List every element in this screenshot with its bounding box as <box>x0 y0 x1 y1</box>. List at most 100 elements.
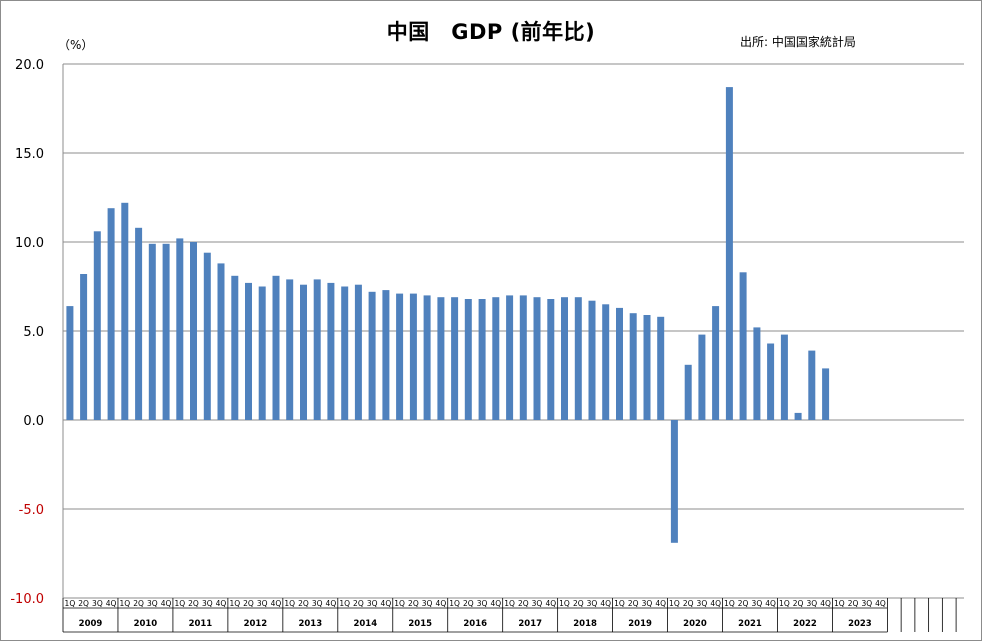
x-tick-label: 1Q <box>504 599 515 608</box>
x-tick-label: 2Q <box>78 599 89 608</box>
x-tick-label: 4Q <box>326 599 337 608</box>
bar <box>794 412 802 420</box>
bar <box>753 327 761 420</box>
x-tick-label: 3Q <box>806 599 817 608</box>
bar <box>533 297 541 420</box>
x-tick-label: 4Q <box>271 599 282 608</box>
bar <box>574 297 582 420</box>
bar <box>382 290 390 420</box>
y-tick-label: 15.0 <box>15 147 44 162</box>
x-tick-label: 3Q <box>422 599 433 608</box>
bar <box>492 297 500 420</box>
x-tick-label: 4Q <box>161 599 172 608</box>
bar <box>698 334 706 420</box>
bar <box>561 297 568 420</box>
bar <box>602 304 610 420</box>
year-label: 2010 <box>134 619 158 629</box>
year-label: 2015 <box>408 619 432 629</box>
y-axis-unit: （%） <box>58 38 94 52</box>
year-label: 2019 <box>628 619 652 629</box>
bar <box>478 299 486 420</box>
x-tick-label: 3Q <box>697 599 708 608</box>
bar <box>313 279 321 420</box>
bar <box>396 293 404 420</box>
year-label: 2012 <box>244 619 268 629</box>
bar <box>822 368 830 420</box>
x-tick-label: 4Q <box>710 599 721 608</box>
x-tick-label: 2Q <box>518 599 529 608</box>
y-tick-label: 0.0 <box>23 414 44 429</box>
x-tick-label: 3Q <box>477 599 488 608</box>
x-tick-label: 1Q <box>339 599 350 608</box>
bar <box>121 202 129 420</box>
x-tick-label: 1Q <box>834 599 845 608</box>
x-tick-label: 4Q <box>436 599 447 608</box>
bar <box>464 299 472 420</box>
x-tick-label: 2Q <box>353 599 364 608</box>
bar <box>327 282 335 420</box>
bar <box>657 316 665 420</box>
x-tick-label: 2Q <box>793 599 804 608</box>
bar <box>588 300 596 420</box>
x-tick-label: 1Q <box>394 599 405 608</box>
y-tick-label: 5.0 <box>23 325 44 340</box>
bar <box>231 275 239 420</box>
y-tick-label: 20.0 <box>15 58 44 73</box>
year-label: 2009 <box>79 619 103 629</box>
bar <box>245 282 252 420</box>
bar <box>107 208 115 420</box>
year-label: 2020 <box>683 619 707 629</box>
bar <box>423 295 431 420</box>
bar <box>409 293 417 420</box>
bar <box>725 87 733 420</box>
year-label: 2017 <box>518 619 542 629</box>
bar <box>670 420 678 543</box>
x-tick-label: 3Q <box>752 599 763 608</box>
x-tick-label: 1Q <box>669 599 680 608</box>
bar <box>629 313 637 420</box>
bar <box>341 286 349 420</box>
bar <box>176 238 184 420</box>
x-tick-label: 3Q <box>147 599 158 608</box>
x-tick-label: 3Q <box>587 599 598 608</box>
x-tick-label: 2Q <box>848 599 859 608</box>
x-tick-label: 4Q <box>106 599 117 608</box>
bar <box>354 284 362 420</box>
y-tick-label: -10.0 <box>10 592 44 607</box>
bar <box>712 306 720 420</box>
bar <box>148 243 156 420</box>
x-tick-label: 2Q <box>243 599 254 608</box>
bar <box>203 252 211 420</box>
year-label: 2011 <box>189 619 213 629</box>
x-tick-label: 1Q <box>724 599 735 608</box>
x-tick-label: 1Q <box>119 599 130 608</box>
x-tick-label: 2Q <box>683 599 694 608</box>
year-label: 2021 <box>738 619 762 629</box>
x-tick-label: 3Q <box>312 599 323 608</box>
x-tick-label: 1Q <box>779 599 790 608</box>
x-tick-label: 1Q <box>614 599 625 608</box>
bars <box>66 87 830 543</box>
year-label: 2014 <box>353 619 377 629</box>
bar <box>258 286 266 420</box>
x-tick-label: 2Q <box>188 599 199 608</box>
x-tick-label: 3Q <box>367 599 378 608</box>
x-tick-label: 3Q <box>532 599 543 608</box>
x-tick-label: 1Q <box>449 599 460 608</box>
bar <box>190 242 197 420</box>
y-tick-label: -5.0 <box>19 503 44 518</box>
year-label: 2022 <box>793 619 817 629</box>
bar <box>451 297 459 420</box>
bar <box>643 315 651 420</box>
year-label: 2016 <box>463 619 487 629</box>
bar <box>135 227 143 420</box>
x-tick-label: 3Q <box>92 599 103 608</box>
x-tick-label: 4Q <box>381 599 392 608</box>
x-tick-label: 3Q <box>642 599 653 608</box>
bar <box>66 306 74 420</box>
x-tick-label: 4Q <box>820 599 831 608</box>
source-note: 出所: 中国国家統計局 <box>740 35 856 49</box>
x-tick-label: 2Q <box>408 599 419 608</box>
bar <box>437 297 445 420</box>
year-label: 2023 <box>848 619 872 629</box>
